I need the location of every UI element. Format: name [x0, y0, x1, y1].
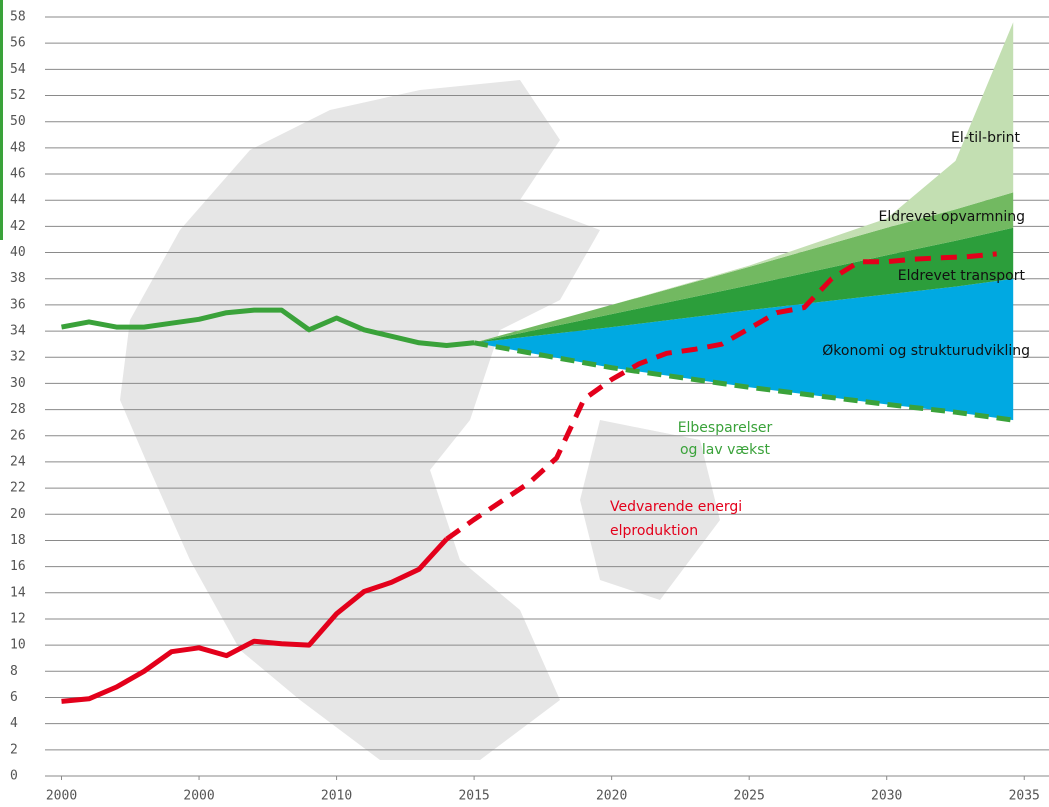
y-tick-label: 46 — [10, 167, 26, 182]
x-tick-label: 2015 — [458, 789, 489, 804]
y-tick-label: 40 — [10, 245, 26, 260]
y-tick-label: 56 — [10, 36, 26, 51]
y-tick-label: 4 — [10, 716, 18, 731]
y-tick-label: 58 — [10, 10, 26, 25]
baseline-label: Elbesparelser — [678, 420, 773, 436]
y-tick-label: 12 — [10, 611, 26, 626]
x-tick-label: 2035 — [1009, 789, 1040, 804]
y-tick-label: 32 — [10, 350, 26, 365]
y-tick-label: 44 — [10, 193, 26, 208]
y-tick-label: 16 — [10, 559, 26, 574]
area-label: El-til-brint — [951, 130, 1021, 146]
area — [474, 227, 1014, 343]
y-tick-label: 54 — [10, 62, 26, 77]
x-tick-label: 2020 — [596, 789, 627, 804]
y-tick-label: 6 — [10, 690, 18, 705]
line-label: Vedvarende energi — [610, 499, 742, 515]
y-tick-label: 20 — [10, 507, 26, 522]
line — [61, 307, 475, 348]
area-label: Eldrevet opvarmning — [878, 209, 1025, 225]
area-label: Økonomi og strukturudvikling — [822, 343, 1030, 359]
y-tick-label: 52 — [10, 88, 26, 103]
x-tick-label: 2000 — [183, 789, 214, 804]
y-tick-label: 10 — [10, 638, 26, 653]
lines — [61, 251, 1014, 704]
x-tick-label: 2000 — [46, 789, 77, 804]
y-tick-label: 42 — [10, 219, 26, 234]
map-background — [120, 80, 720, 760]
area-label: Eldrevet transport — [898, 268, 1026, 284]
y-tick-label: 34 — [10, 324, 26, 339]
edge-strip — [0, 0, 3, 240]
baseline-label: og lav vækst — [680, 442, 771, 458]
line — [445, 251, 997, 542]
y-tick-label: 2 — [10, 742, 18, 757]
y-tick-label: 50 — [10, 114, 26, 129]
y-tick-label: 28 — [10, 402, 26, 417]
line — [61, 537, 449, 704]
x-tick-label: 2025 — [734, 789, 765, 804]
y-tick-label: 0 — [10, 769, 18, 784]
labels: 0246810121416182022242628303234363840424… — [10, 10, 1040, 804]
baseline-line — [473, 340, 1014, 423]
x-tick-label: 2030 — [871, 789, 902, 804]
line-label: elproduktion — [610, 523, 698, 539]
y-tick-label: 48 — [10, 140, 26, 155]
areas — [474, 22, 1014, 421]
y-tick-label: 22 — [10, 481, 26, 496]
y-tick-label: 8 — [10, 664, 18, 679]
y-tick-label: 26 — [10, 428, 26, 443]
area — [474, 278, 1014, 421]
y-tick-label: 38 — [10, 271, 26, 286]
y-tick-label: 24 — [10, 454, 26, 469]
y-tick-label: 14 — [10, 585, 26, 600]
x-tick-label: 2010 — [321, 789, 352, 804]
y-tick-label: 18 — [10, 533, 26, 548]
y-tick-label: 30 — [10, 376, 26, 391]
y-tick-label: 36 — [10, 297, 26, 312]
